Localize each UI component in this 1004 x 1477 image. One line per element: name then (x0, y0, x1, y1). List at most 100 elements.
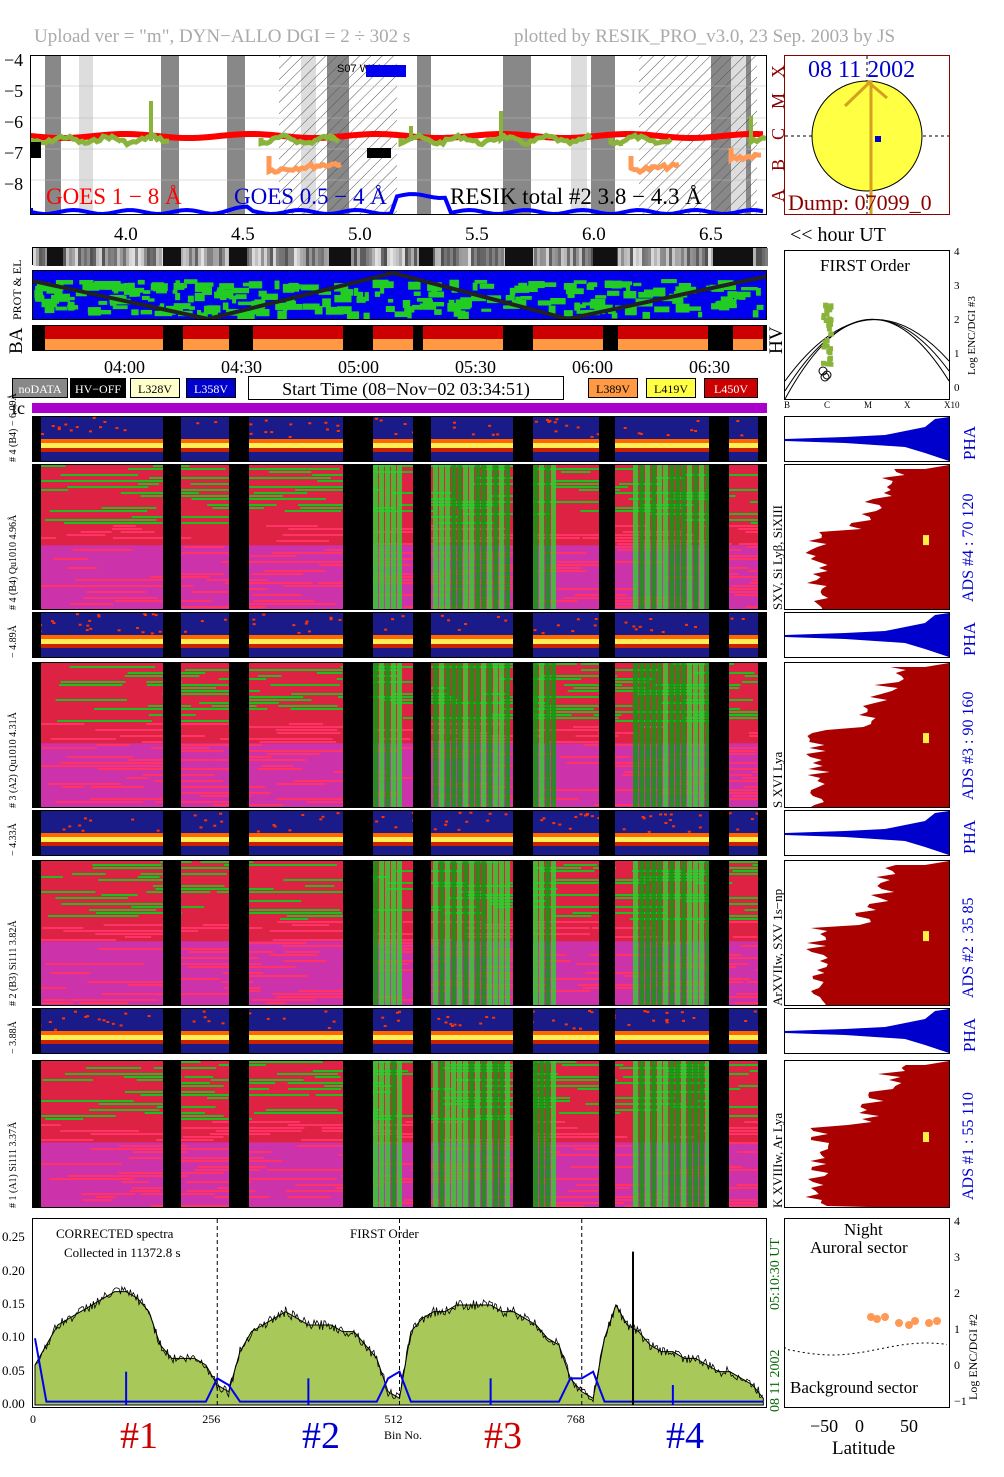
spectrum-ytick: 0.10 (2, 1329, 25, 1345)
goes-ytick: −7 (4, 143, 24, 163)
goes-background (31, 56, 766, 214)
goes-ytick: −4 (4, 50, 24, 70)
resik-curve (118, 132, 170, 149)
legend-l419: L419V (646, 378, 696, 398)
pha-label: PHA (960, 1017, 979, 1052)
legend-l450: L450V (704, 378, 758, 398)
legend-goes-short: GOES 0.5 − 4 Å (234, 184, 387, 209)
goes-xtick: 4.0 (114, 224, 138, 245)
pha-profile (784, 416, 950, 462)
spec-channel-label: # 2 (B3) Si111 3.82Å (8, 920, 19, 1006)
spectrum-time: 05:10:30 UT (768, 1238, 783, 1310)
goes-ytick: −5 (4, 81, 24, 101)
time-tick: 04:00 (104, 357, 146, 377)
resik-curve (748, 134, 766, 147)
header-left: Upload ver = "m", DYN−ALLO DGI = 2 ÷ 302… (34, 26, 411, 47)
goes-xtick: 5.0 (348, 224, 372, 245)
pha-heatmap (32, 810, 767, 856)
pha-heatmap (32, 416, 767, 462)
lat-xtick: 50 (900, 1416, 918, 1436)
label-ba: BA (6, 327, 27, 354)
latitude-background-line (784, 1342, 948, 1356)
lat-title1: Night (844, 1220, 883, 1239)
legend-l389: L389V (588, 378, 638, 398)
spectrum-chart (34, 1219, 764, 1407)
label-prot-el: PROT & EL (10, 259, 24, 320)
ads-label: ADS #3 : 90 160 (960, 691, 977, 800)
ads-label: ADS #2 : 35 85 (960, 897, 977, 998)
fo-ytick: 0 (954, 382, 960, 394)
header-right: plotted by RESIK_PRO_v3.0, 23 Sep. 2003 … (514, 26, 896, 47)
dump-label: Dump: 07099_0 (788, 190, 932, 215)
spectrum-ytick: 0.00 (2, 1396, 25, 1411)
section-label: #1 (120, 1415, 158, 1457)
section-label: #2 (302, 1415, 340, 1457)
latitude-panel (784, 1218, 950, 1408)
spectrum-xtick: 0 (30, 1412, 36, 1426)
lat-ytick: 4 (954, 1214, 960, 1228)
time-tick: 05:30 (455, 357, 497, 377)
goes-xtick: 6.0 (582, 224, 606, 245)
lat-ytick: 2 (954, 1286, 960, 1300)
goes-ytick: −8 (4, 174, 24, 194)
fo-ytick: 4 (954, 246, 960, 258)
goes-short-curve (31, 192, 764, 214)
spectrogram (32, 662, 767, 808)
ads-label: ADS #1 : 55 110 (960, 1092, 977, 1200)
sun-date: 08 11 2002 (808, 57, 916, 83)
lat-ylabel: Log ENC/DGI #2 (966, 1314, 980, 1400)
time-tick: 06:00 (572, 357, 614, 377)
spectrum-title: CORRECTED spectra (56, 1226, 174, 1241)
fo-xtick: C (824, 400, 831, 410)
ba-hv-strip (32, 325, 767, 351)
section-label: #4 (666, 1415, 704, 1457)
pha-channel-label: − 3.88Å (8, 1021, 19, 1054)
legend-nodata: noDATA (12, 378, 68, 398)
spectrogram (32, 1060, 767, 1208)
spectrum-ytick: 0.05 (2, 1362, 25, 1378)
spec-channel-label: # 4 (B4) Qu1010 4.96Å (8, 514, 19, 610)
spectrum-xtick: 768 (566, 1412, 585, 1426)
grey-strip (32, 247, 768, 266)
latitude-point (873, 1315, 881, 1323)
legend-goes-long: GOES 1 − 8 Å (46, 184, 182, 209)
goes-ytick: −6 (4, 112, 24, 132)
ads-profile (784, 464, 950, 610)
latitude-point (905, 1321, 913, 1329)
pha-channel-label: # 4 (B4) − 6.09Å (8, 393, 19, 462)
lat-ytick: 3 (954, 1250, 960, 1264)
pha-label: PHA (960, 819, 979, 854)
resik-curve (31, 133, 123, 146)
lat-ytick: −1 (954, 1394, 967, 1408)
spectrum-noise-line (34, 1285, 763, 1403)
resik-curve (258, 132, 341, 147)
ads-profile (784, 860, 950, 1006)
latitude-point (911, 1317, 919, 1325)
ads-label: ADS #4 : 70 120 (960, 493, 977, 602)
legend-hvoff: HV−OFF (70, 378, 126, 398)
marker-bar (366, 65, 406, 77)
pha-profile (784, 1008, 950, 1054)
hv-curve (266, 156, 342, 176)
time-tick: 04:30 (221, 357, 263, 377)
legend-l358: L358V (186, 378, 236, 398)
pha-label: PHA (960, 425, 979, 460)
lat-bottom: Background sector (790, 1378, 918, 1397)
lat-ytick: 0 (954, 1358, 960, 1372)
pha-profile (784, 612, 950, 658)
fo-xtick: X (904, 400, 911, 410)
spectrum-date: 08 11 2002 (768, 1349, 783, 1412)
latitude-point (895, 1319, 903, 1327)
time-tick: 06:30 (689, 357, 731, 377)
sun-disk (811, 80, 923, 192)
fo-ytick: 2 (954, 314, 960, 326)
pha-channel-label: − 4.33Å (8, 823, 19, 856)
legend-l328: L328V (130, 378, 180, 398)
spectrogram (32, 464, 767, 610)
spectrum-ytick: 0.25 (2, 1229, 25, 1245)
start-time-box: Start Time (08−Nov−02 03:34:51) (248, 376, 564, 400)
fo-ytick: 3 (954, 280, 960, 292)
goes-xtick: 6.5 (699, 224, 723, 245)
first-order-ylabel: Log ENC/DGI #3 (966, 296, 978, 375)
fo-ytick: 1 (954, 348, 960, 360)
